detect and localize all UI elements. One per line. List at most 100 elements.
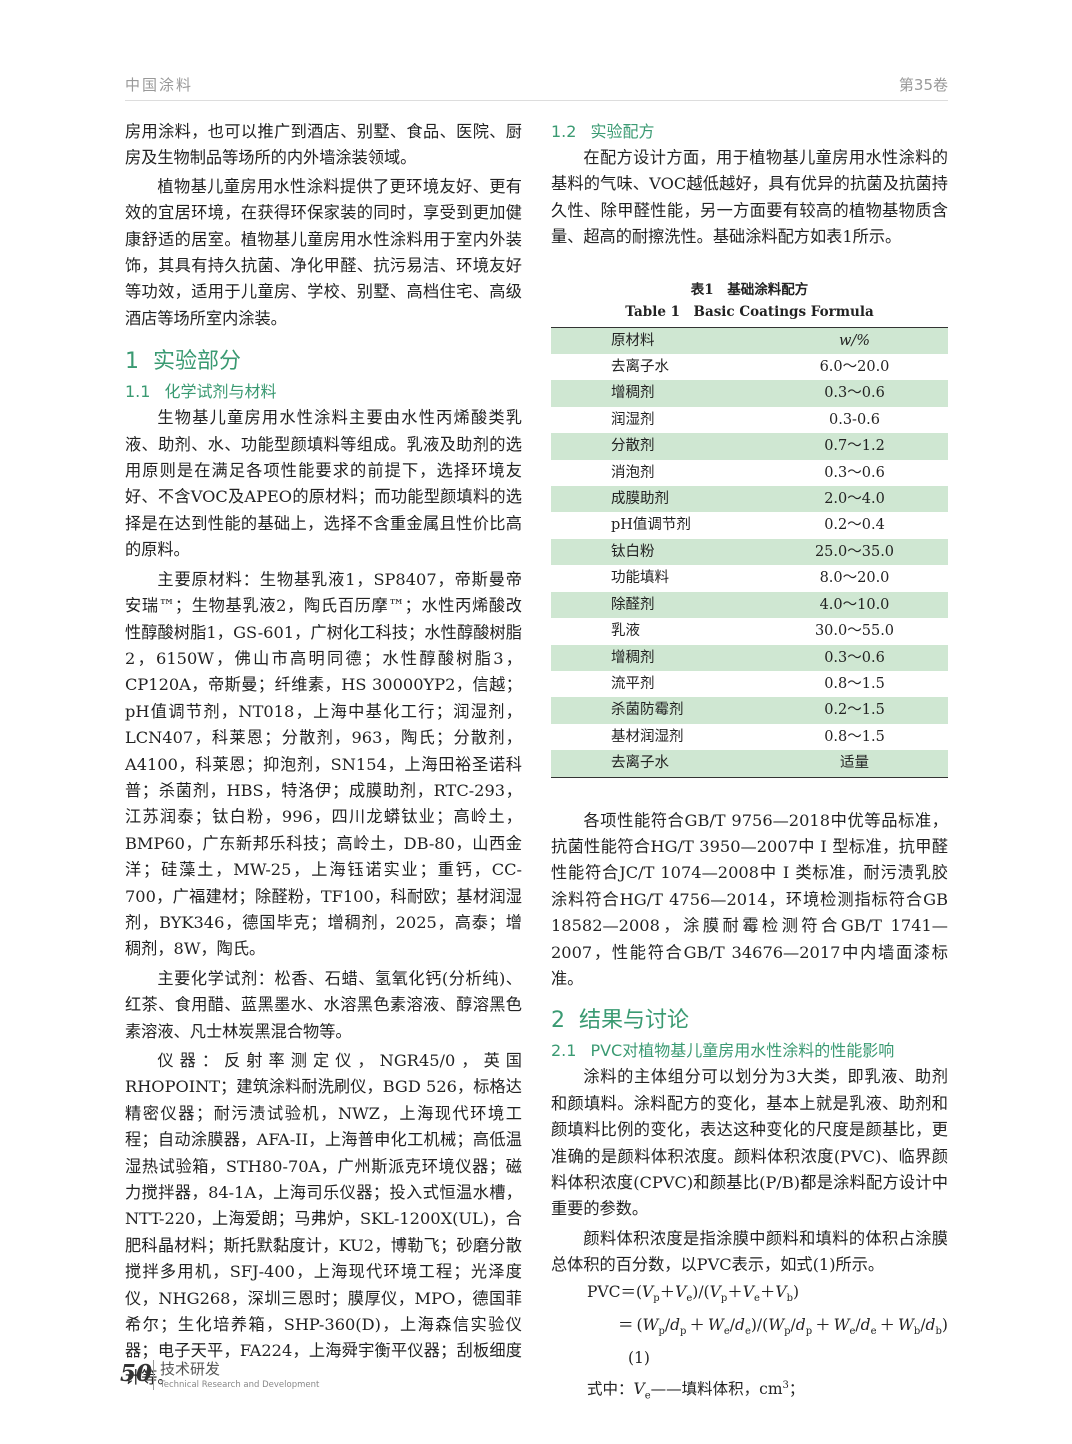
subsection-number: 1.1 [125,382,151,402]
footer-divider [153,1360,154,1390]
table-material: 成膜助剂 [611,491,669,508]
paragraph: 在配方设计方面，用于植物基儿童房用水性涂料的基料的气味、VOC越低越好，具有优异… [551,148,948,247]
formula-text: ——填料体积，cm [650,1379,783,1398]
section-heading: 2 结果与讨论 [551,1004,948,1038]
formula-subscript: e [849,1325,856,1337]
table-value: 0.2～1.5 [824,702,885,719]
subsection-number: 1.2 [551,122,577,141]
section-title: 结果与讨论 [579,1008,690,1034]
formula-subscript: p [653,1292,660,1304]
formula-text: d [670,1315,681,1334]
table-value: 6.0～20.0 [819,359,890,376]
formula-text: / [729,1315,735,1334]
formula-superscript: 3 [782,1379,789,1391]
formula-table: 原材料 w/% 去离子水 6.0～20.0 增稠剂 0.3～0.6 润湿剂 0.3-0.6… [551,326,948,778]
formula: PVC＝(Vp＋Ve)/(Vp＋Ve＋Vb) ＝(Wp/dp＋We/de)/(Wp… [551,1279,948,1409]
subsection-title: 化学试剂与材料 [164,382,277,402]
formula-line: PVC＝(Vp＋Ve)/(Vp＋Ve＋Vb) [551,1279,948,1312]
formula-text: ) [941,1315,948,1334]
table-row: 成膜助剂 2.0～4.0 [551,486,948,513]
equation-number: (1) [628,1348,650,1367]
formula-text: V [642,1282,654,1301]
formula-subscript: e [686,1292,693,1304]
subsection-heading: 2.1 PVC对植物基儿童房用水性涂料的性能影响 [551,1038,948,1064]
formula-line: ＝(Wp/dp＋We/de)/(Wp/dp＋We/de＋Wb/db)(1) [551,1312,948,1372]
left-column: 房用涂料，也可以推广到酒店、别墅、食品、医院、厨房及生物制品等场所的内外墙涂装领… [125,119,522,1391]
formula-text: ； [788,1379,805,1398]
table-material: 功能填料 [611,570,669,587]
section-number: 1 [125,349,139,375]
table-row: 钛白粉 25.0～35.0 [551,538,948,566]
formula-subscript: b [935,1325,942,1337]
journal-name: 中国涂料 [125,76,194,94]
formula-text: d [795,1315,806,1334]
table-caption-en: Table 1 Basic Coatings Formula [625,303,874,320]
formula-text: d [860,1315,871,1334]
formula-text: V [775,1282,787,1301]
formula-subscript: p [680,1325,687,1337]
table-value: 0.8～1.5 [824,675,885,692]
table-row: 去离子水 6.0～20.0 [551,354,948,380]
page-number: 50 [120,1360,153,1387]
formula-subscript: p [784,1325,791,1337]
section-number: 2 [551,1008,565,1034]
formula-text: W [833,1315,850,1334]
footer-column-en: Technical Research and Development [160,1380,320,1390]
paragraph: 涂料的主体组分可以划分为3大类，即乳液、助剂和颜填料。涂料配方的变化，基本上就是… [551,1067,948,1219]
formula-text: V [633,1379,645,1398]
formula-subscript: e [753,1292,760,1304]
formula-text: V [742,1282,754,1301]
subsection-number: 2.1 [551,1041,577,1061]
formula-text: W [768,1315,785,1334]
formula-text: V [709,1282,721,1301]
formula-text: ＋ [727,1282,743,1301]
formula-subscript: e [870,1325,877,1337]
formula-text: ＋ [759,1282,776,1301]
formula-text: 式中： [587,1379,634,1398]
formula-subscript: e [723,1325,730,1337]
formula-text: W [642,1315,659,1334]
table-header: 原材料 [611,332,655,349]
formula-text: V [675,1282,687,1301]
formula-text: / [920,1315,926,1334]
table-material: 分散剂 [611,438,655,455]
table-material: 增稠剂 [611,649,655,666]
table-value: 25.0～35.0 [814,543,895,560]
table-row: 功能填料 8.0～20.0 [551,565,948,591]
formula-text: )/( [750,1315,769,1334]
table-caption-cn: 表1 基础涂料配方 [690,281,809,298]
formula-line: 式中：Ve——填料体积，cm3； [551,1372,948,1409]
formula-text: / [855,1315,861,1334]
table-row: 润湿剂 0.3-0.6 [551,407,948,433]
paragraph: 主要化学试剂：松香、石蜡、氢氧化钙(分析纯)、红茶、食用醋、蓝黑墨水、水溶黑色素… [125,968,522,1041]
volume: 第35卷 [898,76,948,94]
table-row: 分散剂 0.7～1.2 [551,433,948,460]
table-material: 杀菌防霉剂 [611,702,684,719]
table-row: 流平剂 0.8～1.5 [551,671,948,697]
table-row: 增稠剂 0.3～0.6 [551,380,948,407]
formula-text: ＋ [686,1315,708,1334]
paragraph: 各项性能符合GB/T 9756—2018中优等品标准，抗菌性能符合HG/T 39… [551,810,948,988]
formula-text: d [925,1315,936,1334]
table-value: 0.7～1.2 [824,438,885,455]
paragraph: 主要原材料：生物基乳液1，SP8407，帝斯曼帝安瑞™；生物基乳液2，陶氏百历摩… [125,569,522,959]
table-material: 乳液 [611,623,640,640]
table-header: w/% [838,332,871,349]
table-value: 0.2～0.4 [824,517,885,534]
formula-text: ＋ [876,1315,898,1334]
table-row: 基材润湿剂 0.8～1.5 [551,724,948,750]
formula-text: W [707,1315,724,1334]
section-heading: 1 实验部分 [125,345,522,379]
table-value: 适量 [840,755,869,772]
table-row: 消泡剂 0.3～0.6 [551,460,948,486]
subsection-title: 实验配方 [590,122,655,141]
table-value: 2.0～4.0 [824,491,885,508]
formula-subscript: b [913,1325,921,1337]
table-material: 消泡剂 [611,464,655,481]
right-column: 1.2 实验配方 在配方设计方面，用于植物基儿童房用水性涂料的基料的气味、VOC越… [551,119,948,1409]
table-value: 0.8～1.5 [824,728,885,745]
formula-text: ＋ [659,1282,676,1301]
table-row: pH值调节剂 0.2～0.4 [551,512,948,538]
formula-text: )/( [692,1282,710,1301]
